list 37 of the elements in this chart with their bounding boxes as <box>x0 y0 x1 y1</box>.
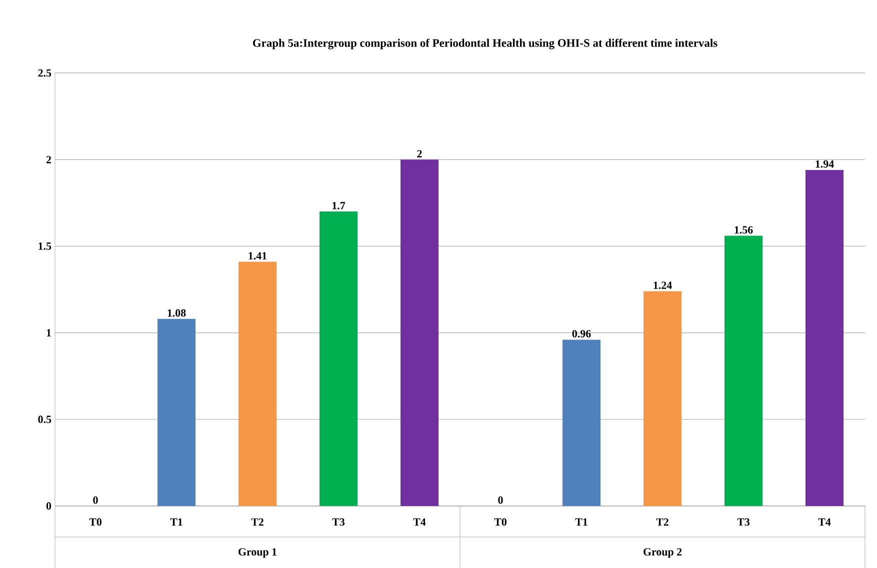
data-label: 1.94 <box>816 160 834 168</box>
data-label: 0.96 <box>572 330 591 338</box>
data-label: 1.41 <box>248 252 267 260</box>
x-tick-label: T0 <box>89 518 102 526</box>
y-tick-label: 2.5 <box>38 69 52 77</box>
x-tick-label: T4 <box>413 518 426 526</box>
data-label: 0 <box>93 496 98 504</box>
bar <box>158 318 196 506</box>
bar <box>724 236 763 506</box>
bar <box>320 212 358 506</box>
text: Group 1 <box>238 548 276 558</box>
data-label: 1.7 <box>332 202 346 210</box>
chart-title: Graph 5a:Intergroup comparison of Periodontal Health using OHI-S at different time intervals <box>252 38 718 50</box>
bar <box>806 170 844 506</box>
y-tick-label: 1 <box>46 329 51 336</box>
x-tick-label: T4 <box>818 518 831 526</box>
x-tick-label: T3 <box>332 518 345 526</box>
x-tick-label: T3 <box>737 518 750 526</box>
bar <box>238 262 277 506</box>
bar <box>400 160 439 506</box>
x-tick-label: T2 <box>656 518 668 526</box>
data-label: 2 <box>417 150 422 158</box>
y-tick-label: 2 <box>46 156 52 164</box>
x-tick-label: T1 <box>170 518 182 526</box>
x-tick-label: T2 <box>251 518 264 526</box>
y-tick-label: 0.5 <box>38 416 52 424</box>
y-tick-label: 1.5 <box>38 242 52 250</box>
x-tick-label: T1 <box>575 518 588 526</box>
data-label: 1.08 <box>168 309 186 317</box>
data-label: 1.56 <box>734 226 753 234</box>
bar <box>562 340 601 506</box>
data-label: 0 <box>498 496 503 504</box>
data-label: 1.24 <box>654 282 672 290</box>
x-tick-label: T0 <box>494 518 506 526</box>
bar <box>644 291 682 506</box>
y-tick-label: 0 <box>46 502 52 510</box>
text: Group 2 <box>644 548 682 558</box>
